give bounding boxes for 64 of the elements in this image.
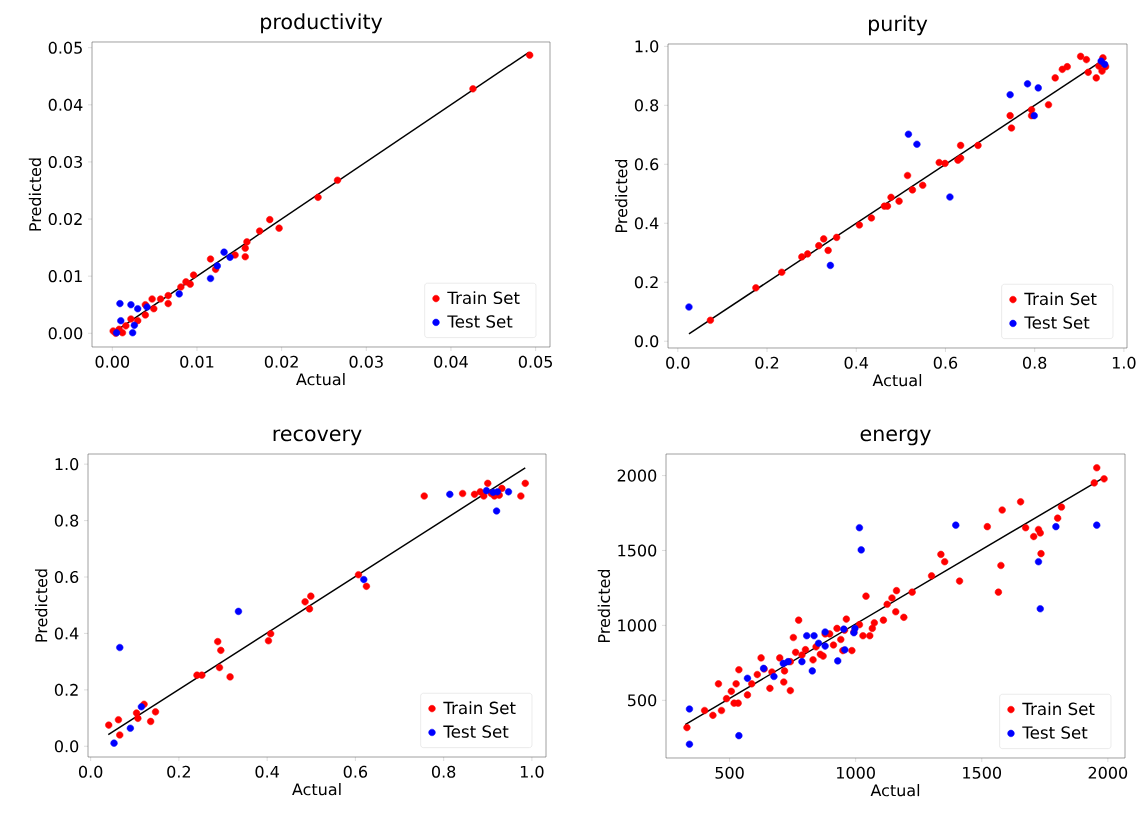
y-axis-title: Predicted <box>614 159 628 232</box>
x-tick-label: 0.4 <box>255 765 279 778</box>
y-tick-label: 0.4 <box>634 217 659 230</box>
y-tick-label: 0.4 <box>54 627 79 640</box>
x-tick-label: 0.03 <box>349 355 383 368</box>
x-tick-label: 0.8 <box>1023 356 1047 369</box>
y-tick-label: 500 <box>627 694 657 707</box>
legend-label: Train Set <box>1022 702 1095 716</box>
x-tick-label: 0.4 <box>844 356 869 369</box>
x-tick-label: 0.2 <box>167 765 191 778</box>
x-tick-label: 500 <box>715 766 744 779</box>
y-tick-label: 0.01 <box>48 270 82 283</box>
y-tick-label: 0.2 <box>634 276 658 289</box>
x-tick-label: 0.01 <box>180 355 214 368</box>
y-tick-label: 0.05 <box>48 41 82 54</box>
x-tick-label: 1500 <box>963 766 1002 779</box>
chart-title: purity <box>869 15 928 36</box>
legend-label: Test Set <box>1022 726 1088 739</box>
y-tick-label: 0.00 <box>48 327 83 340</box>
y-axis-title: Predicted <box>597 569 611 642</box>
y-tick-label: 0.2 <box>54 683 78 696</box>
x-tick-label: 0.02 <box>264 355 298 368</box>
y-axis-title: Predicted <box>34 569 48 642</box>
x-tick-label: 0.8 <box>431 765 456 778</box>
x-tick-label: 0.00 <box>95 355 130 368</box>
y-tick-label: 0.0 <box>54 740 79 753</box>
y-tick-label: 0.8 <box>634 99 659 112</box>
legend-label: Train Set <box>1024 292 1097 306</box>
y-tick-label: 1000 <box>618 619 657 632</box>
y-tick-label: 0.8 <box>54 514 79 527</box>
x-axis-title: Actual <box>292 782 341 796</box>
legend-label: Test Set <box>447 315 513 328</box>
x-tick-label: 0.04 <box>434 355 468 368</box>
y-tick-label: 0.03 <box>48 155 82 168</box>
x-axis-title: Actual <box>296 372 345 386</box>
x-axis-title: Actual <box>872 373 922 387</box>
x-tick-label: 0.0 <box>78 765 103 778</box>
x-tick-label: 0.05 <box>518 355 553 368</box>
x-tick-label: 0.6 <box>343 765 368 778</box>
chart-title: recovery <box>273 429 362 446</box>
y-axis-title: Predicted <box>28 158 42 231</box>
x-tick-label: 0.2 <box>755 356 779 369</box>
legend-label: Test Set <box>443 725 509 738</box>
x-tick-label: 0.6 <box>933 356 958 369</box>
chart-title: energy <box>860 429 931 446</box>
y-tick-label: 0.04 <box>48 98 83 111</box>
x-tick-label: 2000 <box>1088 766 1128 779</box>
legend-label: Test Set <box>1024 316 1090 329</box>
legend-label: Train Set <box>443 701 516 715</box>
x-tick-label: 0.0 <box>666 356 690 369</box>
y-tick-label: 0.6 <box>634 158 659 171</box>
x-tick-label: 1.0 <box>1112 356 1136 369</box>
x-axis-title: Actual <box>870 783 920 797</box>
chart-title: productivity <box>261 13 383 34</box>
x-tick-label: 1000 <box>837 766 875 779</box>
y-tick-label: 2000 <box>617 469 657 482</box>
y-tick-label: 1.0 <box>635 40 659 53</box>
y-tick-label: 1500 <box>618 544 657 557</box>
legend-label: Train Set <box>447 291 520 305</box>
y-tick-label: 0.02 <box>48 213 82 226</box>
y-tick-label: 0.0 <box>634 335 659 348</box>
y-tick-label: 1.0 <box>55 458 79 471</box>
y-tick-label: 0.6 <box>54 570 79 584</box>
x-tick-label: 1.0 <box>520 765 544 778</box>
